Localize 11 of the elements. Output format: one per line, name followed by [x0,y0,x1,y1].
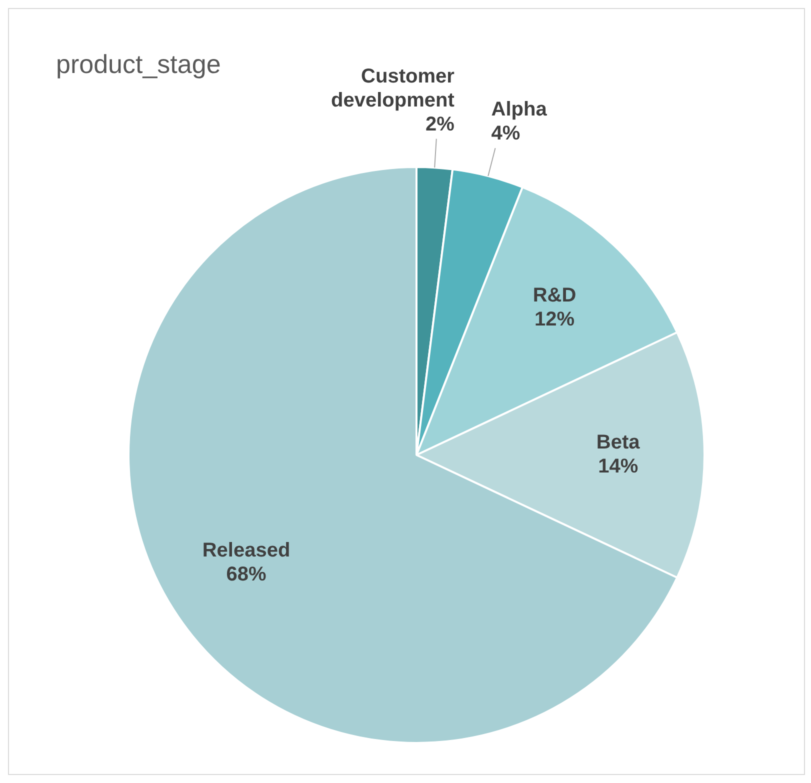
slice-label: R&D [532,284,576,307]
data-label: 12% [534,308,575,331]
slice-label: Beta [596,432,641,454]
data-label: 68% [226,564,267,586]
chart-title: product_stage [56,49,221,80]
slice-label: Alpha [491,98,548,121]
slice-label: Released [202,540,290,562]
data-label: 2% [425,113,455,136]
data-label: 14% [598,456,638,478]
slice-label: Customer development [331,65,455,112]
data-label: 4% [491,122,520,145]
